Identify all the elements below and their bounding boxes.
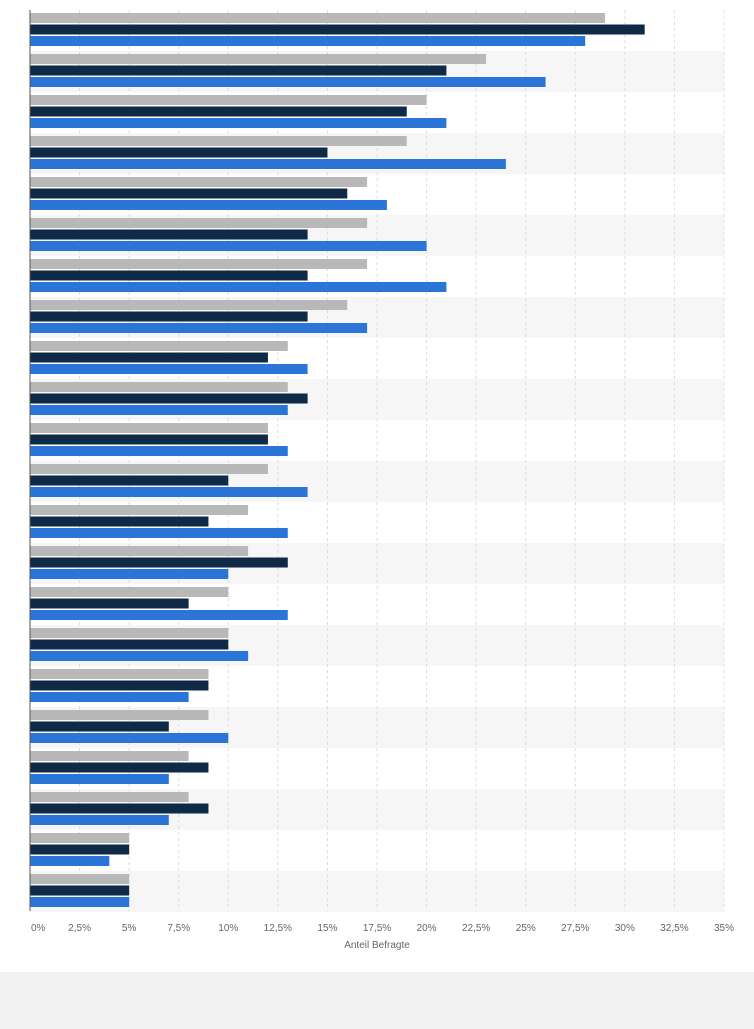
bar[interactable] <box>30 147 328 158</box>
bar[interactable] <box>30 885 130 896</box>
bar[interactable] <box>30 382 288 392</box>
bar[interactable] <box>30 405 288 415</box>
bar[interactable] <box>30 311 308 322</box>
x-tick-label: 27,5% <box>561 923 589 934</box>
bar[interactable] <box>30 200 387 210</box>
bar[interactable] <box>30 177 368 187</box>
x-tick-label: 0% <box>31 923 46 934</box>
x-tick-labels: 0% 2,5% 5% 7,5% 10% 12,5% 15% 17,5% 20% 22,5% 25% 2… <box>31 923 734 934</box>
bar[interactable] <box>30 792 189 802</box>
bar[interactable] <box>30 669 209 679</box>
bar[interactable] <box>30 464 268 474</box>
x-tick-label: 32,5% <box>660 923 688 934</box>
bar[interactable] <box>30 364 308 374</box>
bar[interactable] <box>30 897 130 907</box>
bar[interactable] <box>30 282 447 292</box>
bar[interactable] <box>30 136 407 146</box>
x-tick-label: 12,5% <box>264 923 292 934</box>
bar[interactable] <box>30 803 209 814</box>
bar[interactable] <box>30 856 110 866</box>
bar[interactable] <box>30 77 546 87</box>
bar[interactable] <box>30 587 229 597</box>
bar[interactable] <box>30 733 229 743</box>
bar[interactable] <box>30 546 249 556</box>
bar[interactable] <box>30 487 308 497</box>
bar[interactable] <box>30 393 308 404</box>
bar[interactable] <box>30 323 368 333</box>
x-axis-title: Anteil Befragte <box>344 940 410 951</box>
bar[interactable] <box>30 610 288 620</box>
x-tick-label: 20% <box>417 923 437 934</box>
bar[interactable] <box>30 721 169 732</box>
bar[interactable] <box>30 65 447 76</box>
bar[interactable] <box>30 692 189 702</box>
bar[interactable] <box>30 475 229 486</box>
bar[interactable] <box>30 505 249 515</box>
x-tick-label: 17,5% <box>363 923 391 934</box>
x-tick-label: 25% <box>516 923 536 934</box>
bar[interactable] <box>30 24 645 35</box>
bar[interactable] <box>30 341 288 351</box>
x-tick-label: 10% <box>218 923 238 934</box>
bar[interactable] <box>30 270 308 281</box>
bar[interactable] <box>30 516 209 527</box>
x-tick-label: 7,5% <box>167 923 190 934</box>
bar[interactable] <box>30 874 130 884</box>
bar[interactable] <box>30 833 130 843</box>
bar[interactable] <box>30 118 447 128</box>
bar-chart: 0% 2,5% 5% 7,5% 10% 12,5% 15% 17,5% 20% 22,5% 25% 2… <box>29 10 734 951</box>
bar[interactable] <box>30 300 348 310</box>
bar[interactable] <box>30 13 606 23</box>
bar[interactable] <box>30 423 268 433</box>
bar[interactable] <box>30 651 249 661</box>
bar[interactable] <box>30 188 348 199</box>
bars-group <box>30 13 645 907</box>
bar[interactable] <box>30 569 229 579</box>
bar[interactable] <box>30 352 268 363</box>
bar[interactable] <box>30 639 229 650</box>
bar[interactable] <box>30 628 229 638</box>
bar[interactable] <box>30 774 169 784</box>
bar[interactable] <box>30 598 189 609</box>
x-tick-label: 30% <box>615 923 635 934</box>
bar[interactable] <box>30 434 268 445</box>
bar[interactable] <box>30 751 189 761</box>
bar[interactable] <box>30 680 209 691</box>
x-tick-label: 35% <box>714 923 734 934</box>
bar[interactable] <box>30 241 427 251</box>
x-tick-label: 22,5% <box>462 923 490 934</box>
bar[interactable] <box>30 218 368 228</box>
bar[interactable] <box>30 229 308 240</box>
bar[interactable] <box>30 557 288 568</box>
x-tick-label: 2,5% <box>68 923 91 934</box>
bar[interactable] <box>30 259 368 269</box>
bar[interactable] <box>30 159 506 169</box>
bar[interactable] <box>30 446 288 456</box>
x-tick-label: 15% <box>317 923 337 934</box>
bar[interactable] <box>30 106 407 117</box>
bar[interactable] <box>30 54 487 64</box>
x-tick-label: 5% <box>122 923 137 934</box>
bar[interactable] <box>30 762 209 773</box>
bar[interactable] <box>30 844 130 855</box>
bar[interactable] <box>30 95 427 105</box>
bar[interactable] <box>30 528 288 538</box>
bar[interactable] <box>30 815 169 825</box>
bar[interactable] <box>30 710 209 720</box>
chart-card: 0% 2,5% 5% 7,5% 10% 12,5% 15% 17,5% 20% 22,5% 25% 2… <box>0 0 754 972</box>
bar[interactable] <box>30 36 586 46</box>
